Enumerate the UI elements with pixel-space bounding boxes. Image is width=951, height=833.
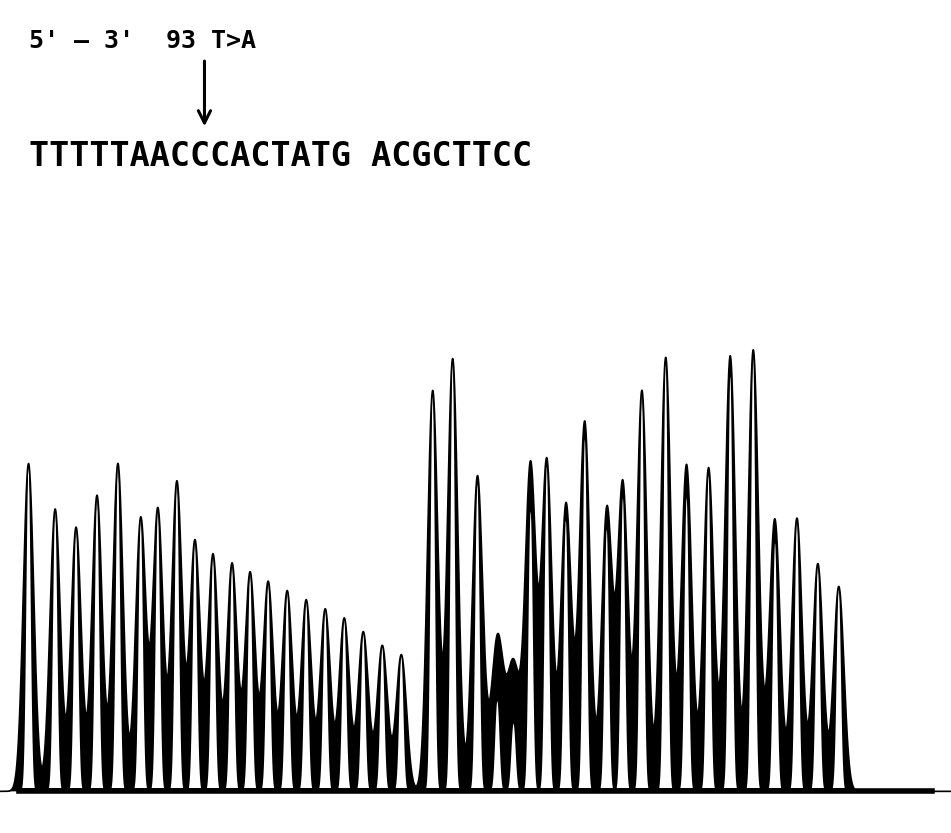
Text: 5' – 3': 5' – 3': [29, 29, 133, 53]
Text: 93 T>A: 93 T>A: [166, 29, 257, 53]
Text: TTTTTAACCCACTATG ACGCTTCC: TTTTTAACCCACTATG ACGCTTCC: [29, 140, 532, 173]
